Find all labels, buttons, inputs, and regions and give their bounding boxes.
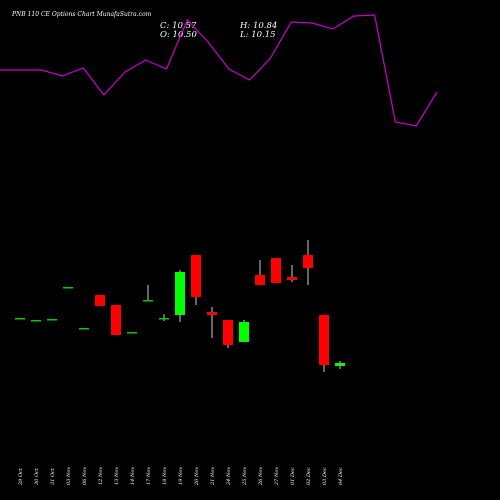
- x-tick-label: 14 Nov: [130, 467, 136, 485]
- x-tick-label: 04 Dec: [338, 467, 344, 485]
- candle-body: [287, 277, 297, 280]
- candle-body: [95, 295, 105, 306]
- x-tick-label: 30 Oct: [34, 467, 40, 485]
- x-tick-label: 12 Nov: [98, 467, 104, 485]
- candle-body: [191, 255, 201, 297]
- candles: [15, 240, 345, 372]
- x-tick-label: 01 Dec: [290, 467, 296, 485]
- x-tick-label: 03 Dec: [322, 467, 328, 485]
- candle-body: [111, 305, 121, 335]
- candle-body: [31, 320, 41, 322]
- candle-body: [63, 287, 73, 289]
- x-tick-label: 26 Nov: [258, 467, 264, 486]
- low-readout: L: 10.15: [239, 30, 276, 40]
- x-tick-label: 13 Nov: [114, 467, 120, 485]
- x-tick-label: 19 Nov: [178, 467, 184, 485]
- candle-body: [319, 315, 329, 365]
- x-tick-label: 02 Dec: [306, 467, 312, 485]
- x-tick-label: 21 Nov: [210, 467, 216, 486]
- candle-body: [175, 272, 185, 315]
- chart-title: PNB 110 CE Options Chart MunafaSutra.com: [11, 11, 152, 18]
- x-axis-tick-labels: 29 Oct 30 Oct 31 Oct 03 Nov 06 Nov 12 Nov 13 N…: [18, 467, 344, 486]
- candle-body: [127, 332, 137, 334]
- x-tick-label: 20 Nov: [194, 467, 200, 486]
- x-tick-label: 31 Oct: [50, 467, 56, 485]
- close-readout: C: 10.57: [160, 21, 197, 31]
- candle-body: [255, 275, 265, 285]
- x-tick-label: 17 Nov: [146, 467, 152, 485]
- lower-line: [0, 14, 438, 127]
- candle-body: [47, 319, 57, 321]
- x-tick-label: 18 Nov: [162, 467, 168, 485]
- candle-body: [207, 312, 217, 315]
- candle-body: [239, 322, 249, 342]
- x-tick-label: 06 Nov: [82, 467, 88, 485]
- candle-body: [223, 320, 233, 345]
- x-tick-label: 29 Oct: [18, 467, 24, 486]
- x-tick-label: 27 Nov: [274, 467, 280, 486]
- candle-body: [15, 318, 25, 320]
- x-tick-label: 24 Nov: [226, 467, 232, 486]
- high-readout: H: 10.84: [239, 21, 277, 31]
- x-tick-label: 03 Nov: [66, 467, 72, 485]
- candle-body: [79, 328, 89, 330]
- candle-body: [271, 258, 281, 283]
- x-tick-label: 25 Nov: [242, 467, 248, 486]
- candle-body: [159, 318, 169, 320]
- candle-body: [335, 363, 345, 366]
- candle-body: [143, 300, 153, 302]
- lower-line-series: [0, 14, 438, 127]
- candle-body: [303, 255, 313, 268]
- open-readout: O: 10.50: [160, 30, 197, 40]
